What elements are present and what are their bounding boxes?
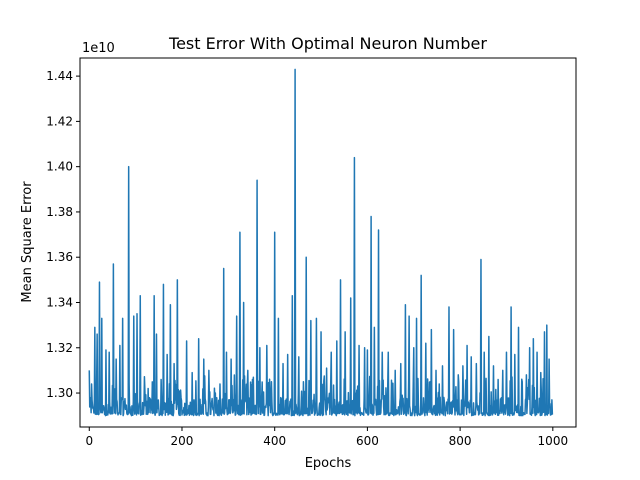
x-axis: 0 200 400 600 800 1000 [85, 427, 568, 448]
y-tick-label: 1.34 [46, 295, 73, 309]
plot-frame [79, 57, 577, 428]
x-tick-label: 200 [171, 434, 194, 448]
x-tick-label: 400 [263, 434, 286, 448]
chart-title: Test Error With Optimal Neuron Number [168, 34, 487, 53]
y-tick-label: 1.36 [46, 250, 73, 264]
x-tick-label: 1000 [538, 434, 569, 448]
series-layer [88, 68, 554, 417]
y-tick-label: 1.44 [46, 69, 73, 83]
y-tick-label: 1.40 [46, 160, 73, 174]
y-tick-label: 1.32 [46, 341, 73, 355]
x-axis-label: Epochs [305, 456, 352, 471]
y-tick-label: 1.42 [46, 114, 73, 128]
x-tick-label: 0 [85, 434, 93, 448]
series-line [88, 68, 554, 417]
plot-area: 0 200 400 600 800 1000 1.301.321.341.361.381.… [46, 57, 577, 448]
y-axis-label: Mean Square Error [20, 181, 35, 303]
y-tick-label: 1.38 [46, 205, 73, 219]
y-axis: 1.30 1.32 1.34 1.36 1.38 1.40 1.42 1.44 [46, 69, 80, 400]
x-tick-label: 800 [449, 434, 472, 448]
x-tick-label: 600 [356, 434, 379, 448]
y-tick-label: 1.30 [46, 386, 73, 400]
y-offset-label: 1e10 [82, 41, 115, 56]
